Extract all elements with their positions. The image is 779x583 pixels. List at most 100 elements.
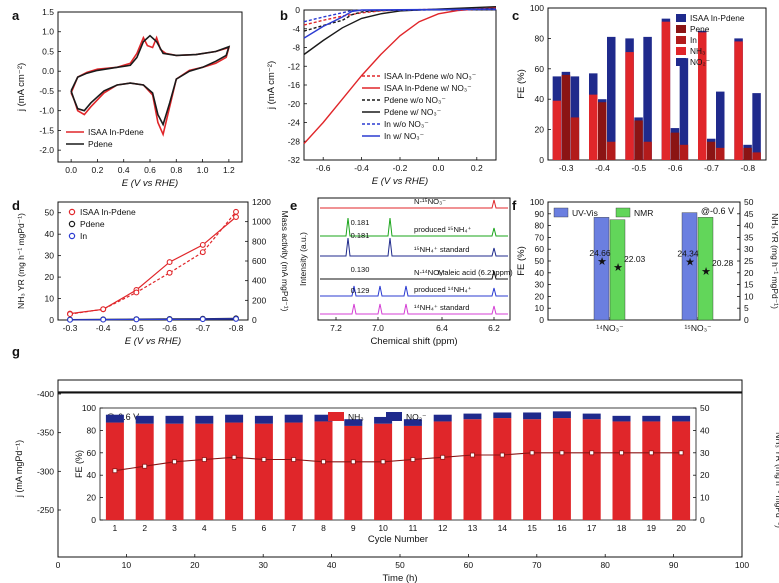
panel-e-label-1: produced ¹⁵NH₄⁺	[414, 225, 472, 234]
panel-d-marker	[166, 316, 173, 323]
panel-c-ytick-label: 20	[535, 125, 545, 135]
panel-c-bar-nh3	[661, 21, 671, 161]
panel-f-legend-text: UV-Vis	[572, 208, 598, 218]
panel-g-inset-xtick-label: 3	[172, 523, 177, 533]
panel-f-xtick-label: ¹⁴NO₃⁻	[596, 323, 624, 333]
panel-g-yield-marker	[440, 454, 446, 460]
panel-f-y2label: NH₃ YR (mg h⁻¹ mgPd⁻¹)	[770, 213, 779, 309]
panel-g-bar-nh3	[254, 423, 273, 520]
panel-a-ytick-label: -0.5	[39, 86, 54, 96]
panel-g-yield-marker	[201, 457, 207, 462]
panel-c-bar-no2	[679, 58, 689, 160]
panel-f-annotation: @-0.6 V	[701, 206, 734, 216]
panel-g-inset-frame	[99, 407, 697, 521]
panel-d-marker	[100, 316, 107, 323]
panel-d-y2tick-label: 600	[252, 256, 266, 266]
panel-g-bar-no2	[672, 415, 691, 422]
panel-b-xtick-label: -0.4	[354, 163, 369, 173]
panel-b-legend-text: Pdene w/o NO₃⁻	[384, 95, 446, 105]
panel-b-curve-3	[303, 6, 497, 56]
panel-b-ytick-label: -20	[288, 99, 301, 109]
panel-g-bar-no2	[582, 413, 601, 420]
panel-c-ytick-label: 80	[535, 33, 545, 43]
panel-c-bar-nh3	[734, 41, 743, 160]
panel-c-ylabel: FE (%)	[516, 69, 527, 99]
panel-d-legend-marker	[68, 220, 76, 228]
panel-f-ytick-label: 20	[535, 291, 545, 301]
panel-g-inset-ytick-label: 40	[87, 470, 97, 480]
panel-c-legend-swatch	[676, 25, 686, 33]
panel-g-xtick-label: 30	[258, 560, 268, 570]
panel-d-line-1	[69, 211, 237, 315]
panel-g-inset-xtick-label: 18	[617, 523, 627, 533]
panel-g-bar-no2	[463, 413, 482, 420]
panel-f-bar	[609, 219, 626, 321]
panel-a-xtick-label: 0.6	[144, 165, 156, 175]
panel-g-inset-y2tick-label: 10	[700, 493, 710, 503]
panel-g-bar-nh3	[344, 425, 363, 520]
panel-g-bar-no2	[523, 412, 542, 420]
panel-g-inset-xtick-label: 14	[498, 523, 508, 533]
panel-c-bar-nh3	[716, 147, 725, 160]
panel-d-y2tick-label: 400	[252, 276, 266, 286]
panel-f-ytick-label: 40	[535, 268, 545, 278]
panel-f-legend-swatch	[553, 207, 569, 218]
panel-b-xlabel: E (V vs RHE)	[372, 176, 428, 187]
panel-d-marker	[67, 311, 73, 318]
panel-g-ytick-label: -300	[37, 466, 54, 476]
panel-f-star-label-1: 22.03	[624, 254, 646, 264]
panel-g-bar-nh3	[672, 421, 691, 520]
panel-f-star-label-0: 24.66	[589, 248, 611, 258]
panel-c-legend-text: ISAA In-Pdene	[690, 13, 745, 23]
panel-g-inset-y2tick-label: 40	[700, 425, 710, 435]
panel-c-bar-nh3	[607, 141, 616, 160]
panel-d-legend-text: Pdene	[80, 219, 105, 229]
panel-d-marker	[133, 289, 140, 296]
panel-b-xtick-label: 0.2	[471, 163, 483, 173]
panel-a-xtick-label: 0.2	[92, 165, 104, 175]
panel-g-yield-marker	[410, 457, 416, 462]
panel-d-xtick-label: -0.3	[63, 323, 78, 333]
panel-g-inset-xtick-label: 11	[408, 523, 417, 533]
panel-e-spectrum-5	[320, 285, 508, 297]
panel-g-inset-xtick-label: 2	[142, 523, 147, 533]
panel-c-bar-nh3	[561, 74, 571, 160]
panel-g-yield-marker	[678, 450, 684, 456]
panel-c-ytick-label: 0	[539, 155, 544, 165]
panel-a-ylabel: j (mA cm⁻²)	[16, 63, 27, 112]
panel-g-bar-nh3	[433, 421, 452, 520]
panel-g-bar-nh3	[642, 421, 661, 520]
panel-c-letter: c	[512, 8, 519, 23]
panel-g-bar-nh3	[195, 423, 214, 520]
panel-g-xtick-label: 60	[464, 560, 474, 570]
panel-e-label-3: Maleic acid (6.21ppm)	[438, 268, 513, 277]
panel-g-xtick-label: 20	[190, 560, 200, 570]
panel-g-ylabel: j (mA mgPd⁻¹)	[14, 440, 24, 498]
panel-e-spectrum-0	[320, 199, 508, 209]
panel-e-frame	[317, 197, 511, 321]
panel-g-inset-y2tick-label: 20	[700, 470, 710, 480]
panel-f-y2tick-label: 15	[744, 280, 754, 290]
panel-c-xtick-label: -0.6	[668, 163, 683, 173]
panel-g-yield-marker	[559, 450, 565, 456]
panel-g-inset-xtick-label: 15	[527, 523, 537, 533]
panel-c-bar-nh3	[707, 141, 716, 160]
panel-g-inset-xtick-label: 17	[587, 523, 597, 533]
panel-b-curve-1	[303, 7, 497, 145]
panel-b-ytick-label: 0	[295, 5, 300, 15]
panel-g-inset-y2tick-label: 50	[700, 403, 710, 413]
panel-c-legend-text: In	[690, 35, 697, 45]
panel-g-bar-nh3	[374, 423, 393, 520]
panel-g-yield-marker	[172, 459, 177, 465]
panel-g-ytick-label: -250	[37, 505, 54, 515]
panel-f-star-label-2: 24.34	[677, 249, 699, 259]
panel-d-letter: d	[12, 198, 20, 213]
panel-g-bar-no2	[165, 415, 184, 424]
panel-d-marker	[67, 316, 73, 323]
panel-f-y2tick-label: 35	[744, 232, 754, 242]
panel-c-bar-nh3	[743, 147, 752, 160]
panel-d-xtick-label: -0.6	[162, 323, 177, 333]
panel-d-y2label: Mass activity (mA mgPd⁻¹)	[280, 211, 290, 312]
panel-d-marker	[199, 316, 206, 323]
panel-c-xtick-label: -0.3	[559, 163, 574, 173]
